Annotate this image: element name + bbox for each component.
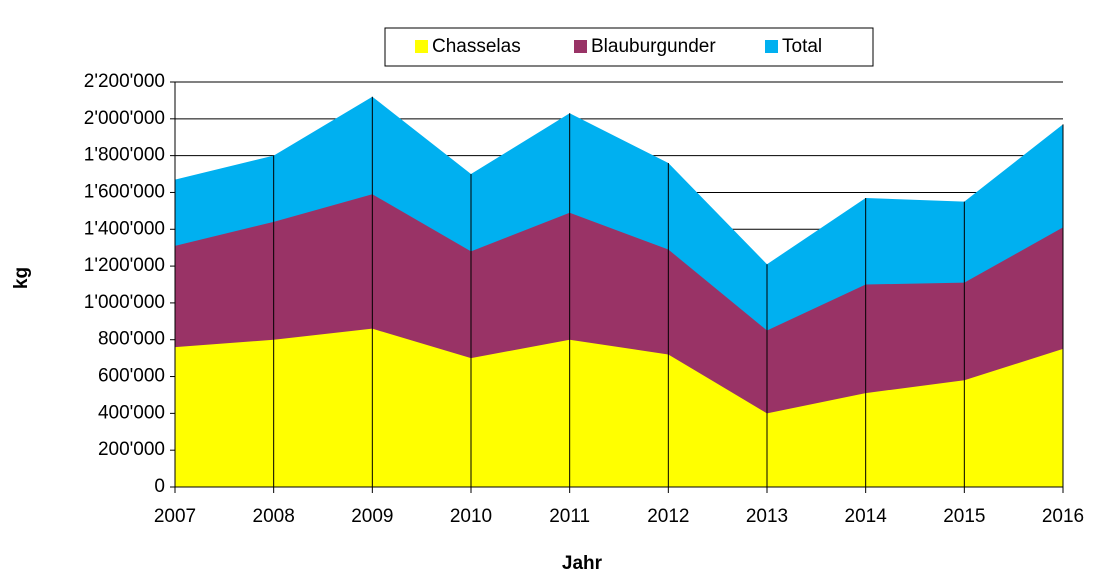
x-axis-label: Jahr xyxy=(562,553,603,574)
legend-swatch xyxy=(765,40,778,53)
y-tick-label: 2'200'000 xyxy=(84,71,165,92)
y-tick-label: 2'000'000 xyxy=(84,108,165,129)
y-tick-label: 800'000 xyxy=(98,329,165,350)
area xyxy=(175,328,1063,487)
y-tick-label: 400'000 xyxy=(98,402,165,423)
x-tick-label: 2013 xyxy=(746,506,788,527)
y-tick-label: 1'000'000 xyxy=(84,292,165,313)
legend-box xyxy=(384,27,874,67)
legend-swatch xyxy=(415,40,428,53)
y-axis-label: kg xyxy=(11,267,32,289)
x-tick-label: 2015 xyxy=(943,506,985,527)
y-tick-label: 0 xyxy=(154,476,165,497)
x-tick-label: 2007 xyxy=(154,506,196,527)
x-tick-label: 2012 xyxy=(647,506,689,527)
y-tick-label: 200'000 xyxy=(98,439,165,460)
y-tick-label: 1'600'000 xyxy=(84,181,165,202)
x-tick-label: 2008 xyxy=(253,506,295,527)
x-tick-label: 2014 xyxy=(845,506,888,527)
legend-label: Chasselas xyxy=(432,36,521,57)
x-tick-label: 2010 xyxy=(450,506,492,527)
x-tick-label: 2009 xyxy=(351,506,393,527)
y-tick-label: 1'400'000 xyxy=(84,218,165,239)
y-tick-label: 1'200'000 xyxy=(84,255,165,276)
legend-swatch xyxy=(574,40,587,53)
y-tick-label: 1'800'000 xyxy=(84,145,165,166)
x-tick-label: 2016 xyxy=(1042,506,1084,527)
legend-label: Blauburgunder xyxy=(591,36,716,57)
x-tick-label: 2011 xyxy=(549,506,590,527)
legend-label: Total xyxy=(782,36,822,57)
y-tick-label: 600'000 xyxy=(98,366,165,387)
